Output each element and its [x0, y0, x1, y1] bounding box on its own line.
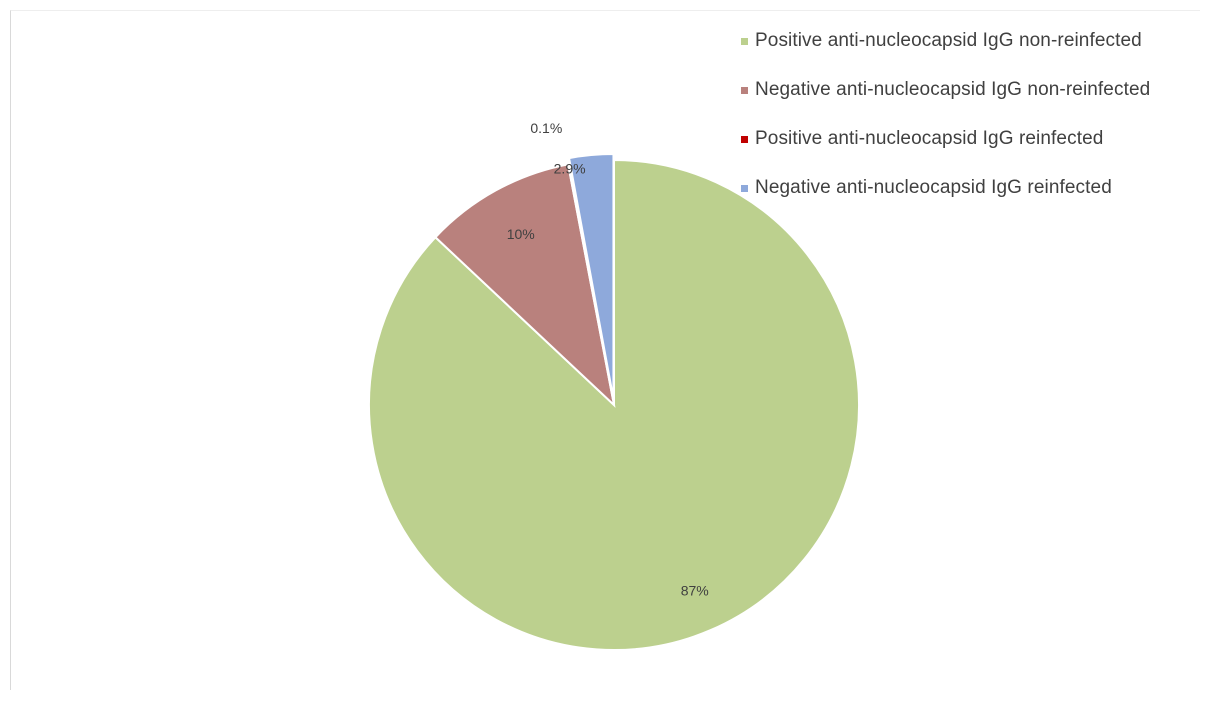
legend-swatch-4 — [741, 184, 748, 192]
legend-item-3: Positive anti-nucleocapsid IgG reinfecte… — [741, 127, 1150, 151]
pie-slice-label-2: 10% — [507, 226, 535, 242]
legend-label-1: Positive anti-nucleocapsid IgG non-reinf… — [755, 30, 1142, 51]
chart-frame — [10, 10, 1200, 690]
pie-slice-2 — [433, 163, 616, 408]
legend-label-3: Positive anti-nucleocapsid IgG reinfecte… — [755, 128, 1104, 149]
legend-item-1: Positive anti-nucleocapsid IgG non-reinf… — [741, 29, 1150, 53]
legend-swatch-1 — [741, 37, 748, 45]
legend-item-2: Negative anti-nucleocapsid IgG non-reinf… — [741, 78, 1150, 102]
pie-slices — [368, 153, 860, 651]
chart-legend: Positive anti-nucleocapsid IgG non-reinf… — [741, 29, 1150, 225]
pie-slice-label-1: 87% — [681, 582, 709, 598]
legend-label-4: Negative anti-nucleocapsid IgG reinfecte… — [755, 177, 1112, 198]
pie-slice-labels: 87% 10% 0.1% 2.9% — [507, 120, 709, 598]
pie-slice-label-4: 2.9% — [554, 161, 586, 177]
legend-swatch-2 — [741, 86, 748, 94]
pie-slice-label-3: 0.1% — [530, 120, 562, 136]
pie-slice-4 — [567, 153, 615, 400]
legend-label-2: Negative anti-nucleocapsid IgG non-reinf… — [755, 79, 1151, 100]
legend-item-4: Negative anti-nucleocapsid IgG reinfecte… — [741, 176, 1150, 200]
legend-swatch-3 — [741, 135, 748, 143]
